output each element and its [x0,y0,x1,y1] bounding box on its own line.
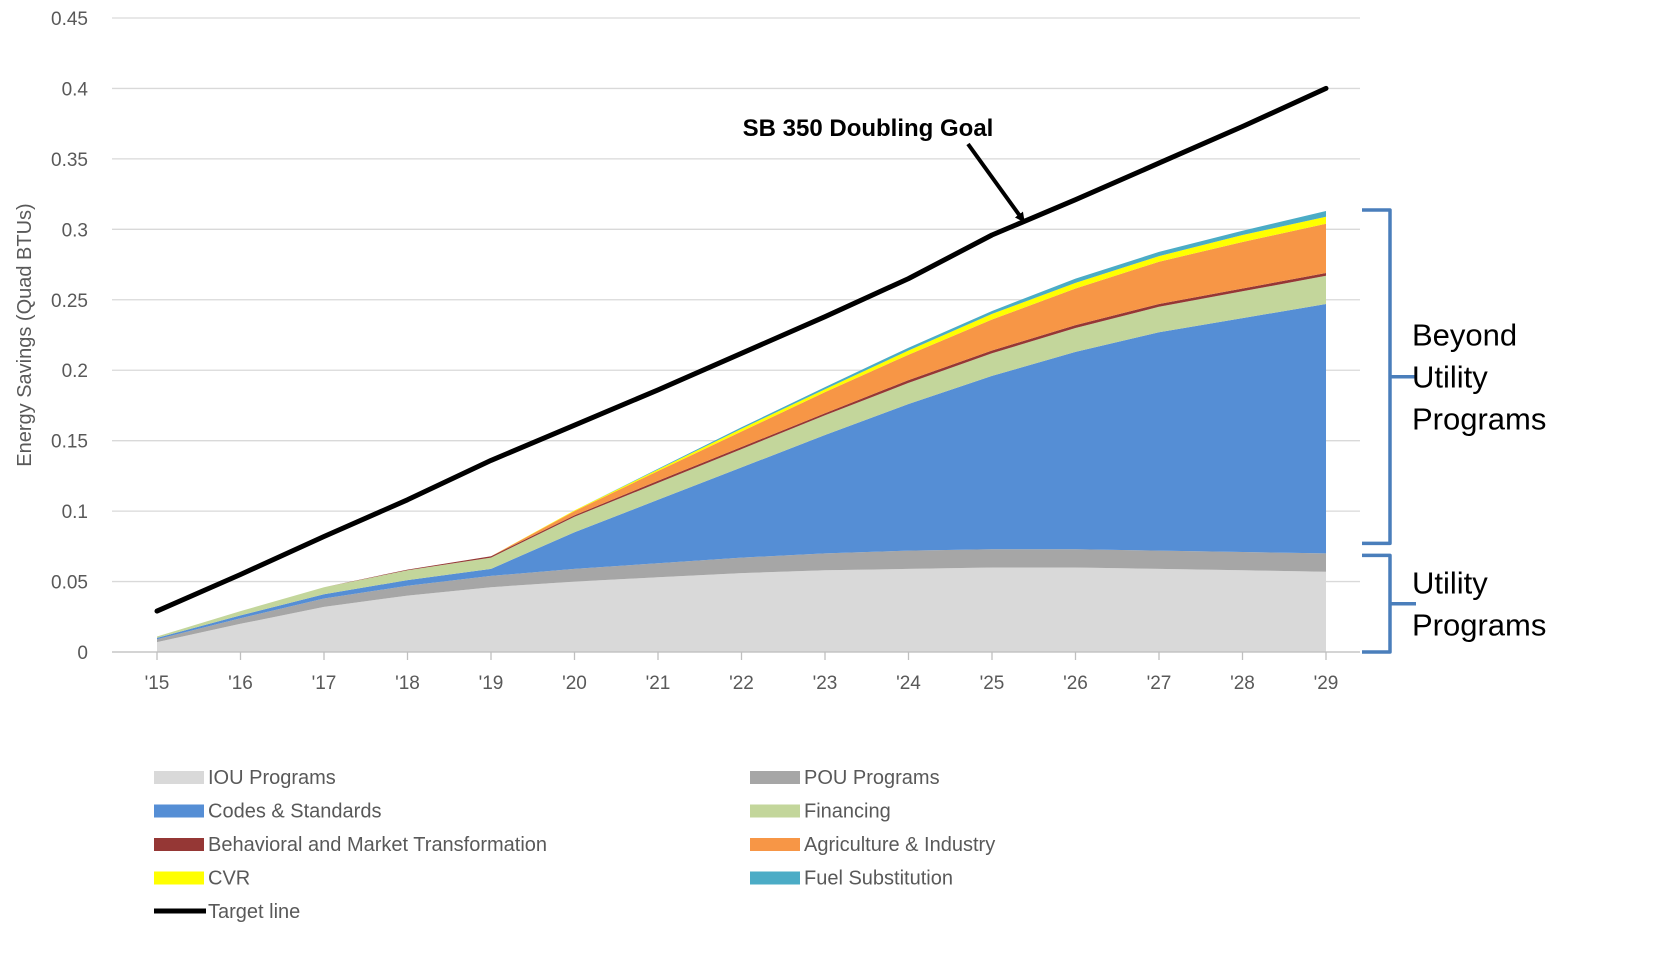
y-tick-label: 0.4 [62,79,89,100]
legend: IOU Programs POU Programs Codes & Standard… [154,767,995,923]
x-tick-label: '28 [1230,673,1255,694]
x-tick-label: '24 [896,673,921,694]
legend-item: CVR [154,868,250,890]
x-tick-label: '19 [479,673,504,694]
bracket-label-line: Programs [1412,402,1546,437]
legend-swatch [154,804,204,818]
x-tick-label: '27 [1147,673,1172,694]
area-agriculture-industry [157,223,1326,637]
legend-label: Target line [208,901,300,923]
legend-label: CVR [208,868,250,890]
legend-swatch [750,871,800,885]
x-tick-label: '16 [228,673,253,694]
x-tick-label: '29 [1314,673,1339,694]
x-tick-label: '20 [562,673,587,694]
x-tick-label: '17 [312,673,337,694]
bracket-label-line: Beyond [1412,318,1517,353]
axes: 0 0.05 0.1 0.15 0.2 0.25 0.3 0.35 0.4 0.45 '15 '16 '… [51,9,1360,694]
x-tick-label: '15 [145,673,170,694]
y-tick-label: 0.3 [62,220,88,241]
target-line-group [154,85,1329,614]
area-codes-standards [157,304,1326,640]
legend-label: Fuel Substitution [804,868,953,890]
legend-item: Behavioral and Market Transformation [154,834,547,856]
y-tick-label: 0 [77,643,88,664]
y-tick-label: 0.1 [62,502,88,523]
legend-label: Codes & Standards [208,801,381,823]
legend-swatch [154,871,204,885]
gridlines [112,17,1360,653]
x-tick-label: '25 [980,673,1005,694]
x-tick-label: '18 [395,673,420,694]
brackets: Beyond Utility Programs Utility Programs [1362,208,1546,654]
legend-item: Fuel Substitution [750,868,953,890]
x-tick-label: '22 [729,673,754,694]
area-series-group [157,211,1326,652]
target-line [154,85,1329,614]
legend-label: IOU Programs [208,767,336,789]
legend-swatch [750,771,800,784]
area-iou-programs [157,567,1326,652]
bracket-label-line: Utility [1412,566,1488,601]
y-tick-label: 0.05 [51,573,88,594]
y-tick-label: 0.45 [51,9,88,30]
y-axis-title: Energy Savings (Quad BTUs) [14,203,36,466]
x-tick-label: '21 [646,673,671,694]
y-tick-label: 0.35 [51,150,88,171]
legend-label: Agriculture & Industry [804,834,995,856]
legend-swatch [750,804,800,818]
legend-swatch [154,771,204,784]
legend-item: Target line [154,901,300,923]
legend-item: POU Programs [750,767,940,789]
legend-item: Agriculture & Industry [750,834,995,856]
bracket-beyond-utility-programs [1362,208,1416,546]
x-tick-label: '26 [1063,673,1088,694]
legend-label: POU Programs [804,767,940,789]
legend-item: IOU Programs [154,767,336,789]
legend-swatch [750,838,800,851]
area-pou-programs [157,549,1326,643]
bracket-utility-programs [1362,553,1416,654]
legend-item: Financing [750,801,891,823]
annotations: SB 350 Doubling Goal [743,115,1025,223]
legend-label: Behavioral and Market Transformation [208,834,547,856]
bracket-label-line: Utility [1412,360,1488,395]
bracket-label-line: Programs [1412,608,1546,643]
x-tick-label: '23 [813,673,838,694]
y-tick-label: 0.15 [51,432,88,453]
legend-item: Codes & Standards [154,801,381,823]
annotation-sb350-label: SB 350 Doubling Goal [743,115,994,142]
legend-label: Financing [804,801,891,823]
legend-swatch [154,838,204,851]
area-financing [157,275,1326,638]
y-tick-label: 0.2 [62,361,88,382]
annotation-arrow [966,142,1025,223]
y-tick-label: 0.25 [51,291,88,312]
